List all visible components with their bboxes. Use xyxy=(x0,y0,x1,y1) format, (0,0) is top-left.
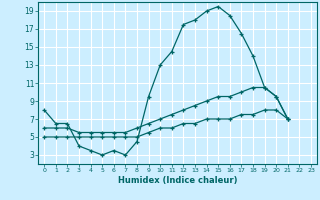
X-axis label: Humidex (Indice chaleur): Humidex (Indice chaleur) xyxy=(118,176,237,185)
